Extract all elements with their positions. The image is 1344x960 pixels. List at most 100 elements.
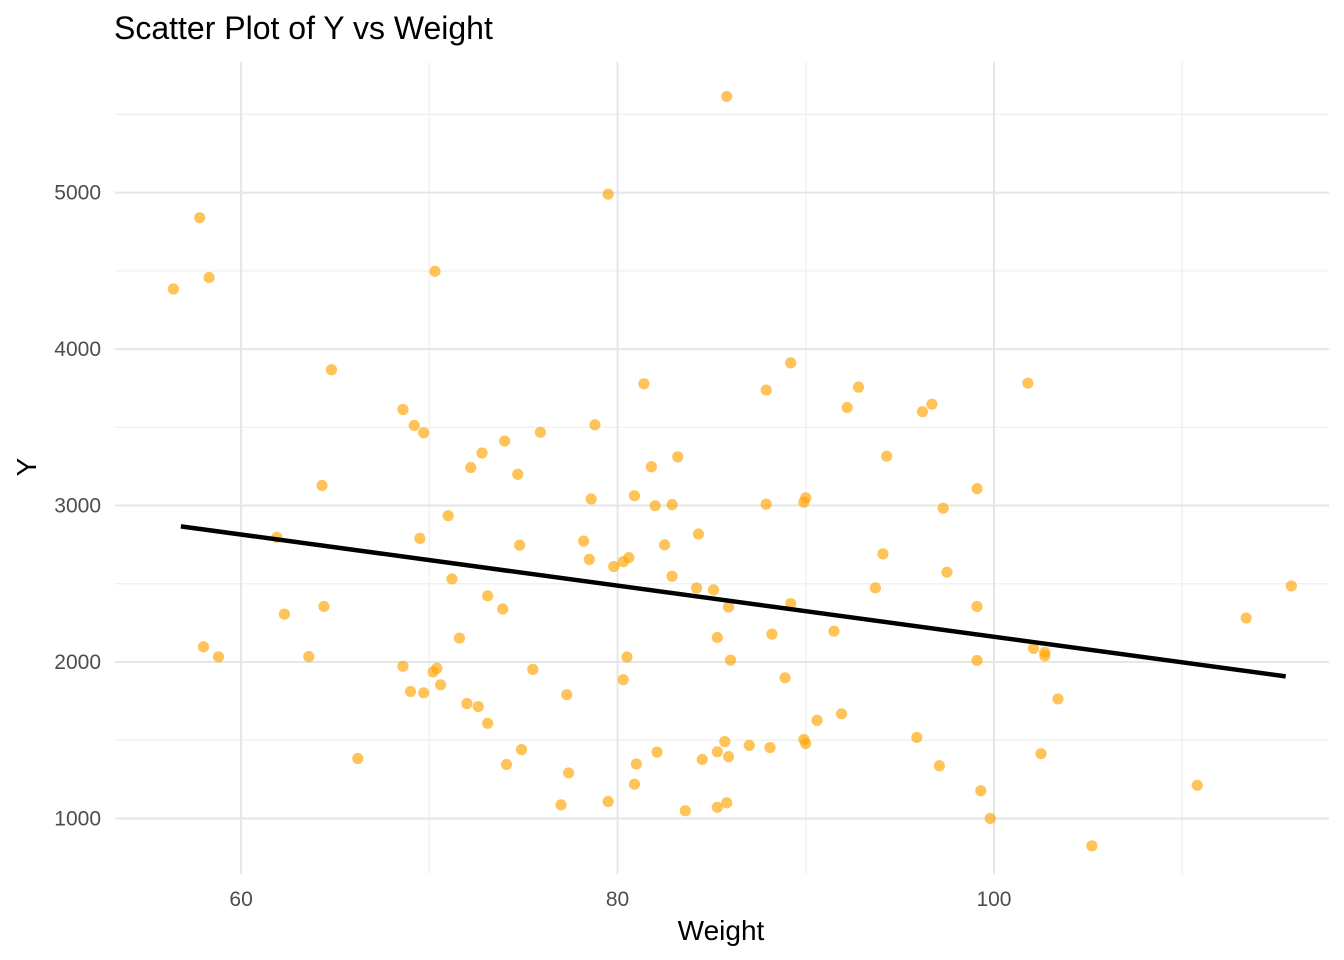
data-point	[352, 752, 364, 765]
data-point	[764, 741, 776, 754]
data-point	[397, 403, 409, 416]
trend-line-group	[180, 524, 1287, 679]
data-point	[658, 539, 671, 551]
data-point	[785, 357, 797, 369]
data-point	[743, 739, 755, 751]
data-point	[971, 654, 983, 667]
data-point	[711, 801, 723, 813]
data-point	[194, 212, 206, 224]
y-tick-label: 3000	[54, 495, 101, 518]
data-point	[427, 666, 439, 678]
data-point	[397, 660, 409, 672]
data-point	[578, 535, 590, 547]
data-point	[711, 631, 723, 644]
data-point	[649, 500, 661, 512]
data-point	[911, 731, 923, 744]
chart-title: Scatter Plot of Y vs Weight	[114, 10, 493, 46]
data-point	[497, 603, 509, 615]
x-axis-ticks: 60 80 100	[229, 888, 1011, 911]
data-point	[499, 435, 511, 447]
data-point	[835, 708, 848, 720]
data-point	[722, 601, 735, 613]
data-point	[442, 510, 454, 522]
data-point	[203, 271, 215, 284]
data-point	[1035, 748, 1047, 760]
data-point	[1285, 580, 1297, 592]
x-tick-label: 100	[976, 888, 1011, 911]
data-point	[1240, 612, 1252, 624]
data-point	[1022, 377, 1034, 389]
data-point	[602, 795, 614, 808]
y-tick-label: 5000	[54, 182, 101, 205]
data-point	[316, 479, 328, 492]
data-point	[512, 468, 524, 480]
data-point	[666, 570, 678, 582]
data-point	[167, 283, 179, 295]
y-axis-ticks: 1000 2000 3000 4000 5000	[54, 182, 101, 831]
data-point	[465, 461, 477, 474]
data-point	[937, 502, 949, 514]
data-point	[1052, 693, 1064, 705]
data-point	[666, 499, 678, 511]
data-point	[404, 685, 417, 698]
data-point	[721, 90, 733, 103]
data-point	[318, 600, 330, 613]
data-point	[414, 532, 426, 545]
data-point	[811, 714, 823, 726]
data-point	[563, 767, 575, 779]
data-point	[722, 751, 735, 763]
data-point	[766, 628, 778, 640]
data-point	[1027, 642, 1040, 654]
data-point	[561, 689, 573, 701]
data-point	[476, 447, 488, 459]
data-point	[707, 584, 720, 596]
data-point	[1039, 650, 1051, 662]
data-point	[514, 539, 526, 551]
data-point	[555, 799, 567, 811]
data-point	[638, 378, 650, 390]
data-point	[881, 450, 893, 462]
data-point	[828, 625, 840, 637]
data-point	[975, 785, 987, 797]
data-point	[515, 744, 528, 756]
y-tick-label: 4000	[54, 338, 101, 361]
x-tick-label: 80	[606, 888, 629, 911]
data-point	[628, 778, 641, 790]
data-point	[197, 641, 210, 653]
data-point	[645, 461, 658, 473]
data-point	[408, 419, 420, 432]
data-point	[482, 717, 494, 729]
data-point	[617, 674, 629, 686]
data-point	[933, 760, 945, 772]
data-point	[461, 698, 473, 710]
data-point	[785, 598, 797, 610]
data-point	[926, 398, 938, 410]
data-point	[534, 426, 546, 438]
data-point	[446, 573, 458, 585]
data-point	[429, 265, 441, 277]
data-point	[798, 496, 810, 508]
data-point	[877, 548, 889, 560]
x-axis-title: Weight	[678, 915, 765, 946]
y-axis-title: Y	[11, 457, 42, 476]
data-point	[621, 651, 633, 663]
data-point	[418, 427, 430, 439]
data-point	[971, 600, 983, 613]
data-point	[435, 679, 447, 691]
data-point	[719, 736, 731, 748]
data-point	[472, 700, 484, 713]
data-point	[418, 687, 430, 699]
data-point	[589, 419, 601, 431]
data-point	[453, 632, 466, 644]
data-point	[869, 582, 881, 594]
data-point	[1191, 779, 1203, 791]
data-point	[841, 401, 853, 414]
y-tick-label: 2000	[54, 651, 101, 674]
data-point	[602, 188, 614, 200]
data-point	[984, 812, 996, 825]
data-point	[628, 490, 641, 502]
data-point	[672, 451, 684, 463]
data-point	[779, 672, 791, 684]
data-point	[679, 805, 691, 817]
